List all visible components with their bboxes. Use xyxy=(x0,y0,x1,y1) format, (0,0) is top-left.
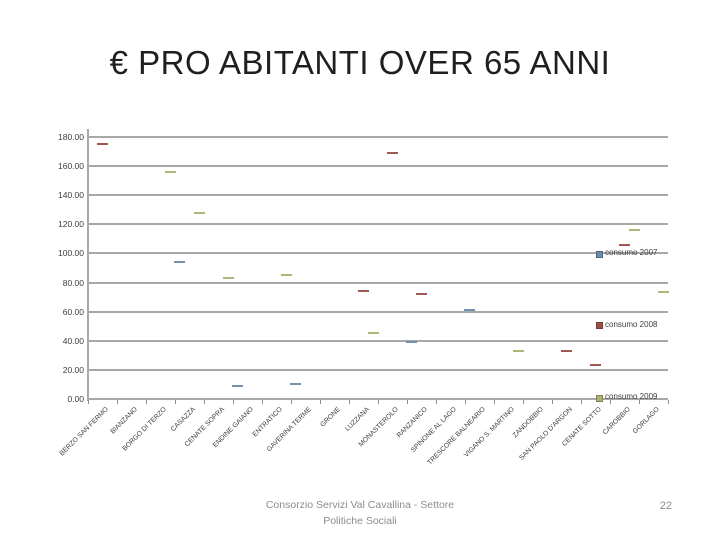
footer-line1: Consorzio Servizi Val Cavallina - Settor… xyxy=(265,499,455,511)
x-axis-tick xyxy=(523,400,524,404)
x-axis-tick xyxy=(262,400,263,404)
x-axis-tick xyxy=(175,400,176,404)
x-axis-tick xyxy=(465,400,466,404)
data-marker xyxy=(619,243,630,246)
y-axis-label: 180.00 xyxy=(58,132,84,142)
data-marker xyxy=(232,384,244,387)
data-marker xyxy=(561,349,572,352)
x-axis-tick xyxy=(349,400,350,404)
data-marker xyxy=(193,211,205,214)
y-axis-label: 0.00 xyxy=(67,394,84,404)
x-axis-tick xyxy=(436,400,437,404)
data-marker xyxy=(290,382,302,385)
legend-label: consumo 2009 xyxy=(605,392,658,401)
x-axis-tick xyxy=(552,400,553,404)
page-title: € PRO ABITANTI OVER 65 ANNI xyxy=(109,44,611,81)
x-axis-tick xyxy=(204,400,205,404)
y-axis-label: 20.00 xyxy=(62,364,84,375)
data-marker xyxy=(416,293,427,296)
y-axis-line xyxy=(87,129,89,401)
footer: Consorzio Servizi Val Cavallina - Settor… xyxy=(0,497,720,529)
data-marker xyxy=(387,152,398,154)
y-axis-label: 140.00 xyxy=(58,190,84,201)
y-axis-label: 40.00 xyxy=(62,335,84,346)
data-marker xyxy=(628,229,640,232)
y-axis-label: 160.00 xyxy=(58,161,84,172)
data-marker xyxy=(222,277,234,280)
x-axis-tick xyxy=(88,400,89,404)
x-axis-tick xyxy=(146,400,147,404)
data-marker xyxy=(97,142,108,145)
data-marker xyxy=(406,341,418,344)
y-axis-label: 80.00 xyxy=(62,277,84,288)
gridline xyxy=(88,165,668,168)
x-axis-tick xyxy=(494,400,495,404)
x-axis-tick xyxy=(639,400,640,404)
gridline xyxy=(88,398,668,400)
gridline xyxy=(88,310,668,313)
page-number: 22 xyxy=(659,500,672,512)
data-marker xyxy=(657,291,669,294)
y-axis-label: 60.00 xyxy=(62,306,84,317)
gridline xyxy=(88,281,668,284)
gridline xyxy=(88,136,668,138)
data-marker xyxy=(367,331,379,334)
x-axis-tick xyxy=(117,400,118,404)
x-axis-tick xyxy=(233,400,234,404)
data-marker xyxy=(164,170,176,173)
x-axis-tick xyxy=(610,400,611,404)
gridline xyxy=(88,339,668,342)
data-marker xyxy=(512,349,524,352)
data-marker xyxy=(464,309,476,312)
gridline xyxy=(88,194,668,197)
consumption-chart: 180.00 160.00 140.00 120.00 100.00 80.00 60.00… xyxy=(0,120,720,480)
legend-marker-2007 xyxy=(596,250,603,258)
gridline xyxy=(88,223,668,226)
x-axis-tick xyxy=(378,400,379,404)
x-axis-tick xyxy=(291,400,292,404)
x-axis-tick xyxy=(320,400,321,404)
gridline xyxy=(88,368,668,371)
gridline xyxy=(88,252,668,255)
x-axis-tick xyxy=(407,400,408,404)
legend-label: consumo 2007 xyxy=(605,248,658,257)
x-axis-tick xyxy=(581,400,582,404)
legend-label: consumo 2008 xyxy=(605,319,658,329)
legend-marker-2008 xyxy=(596,322,603,329)
y-axis-label: 120.00 xyxy=(58,219,84,230)
data-marker xyxy=(280,274,292,277)
legend-marker-2009 xyxy=(596,394,603,402)
data-marker xyxy=(590,363,601,366)
x-axis-tick xyxy=(668,400,669,404)
footer-line2: Politiche Sociali xyxy=(323,515,397,527)
y-axis-label: 100.00 xyxy=(58,248,84,259)
data-marker xyxy=(358,290,369,293)
data-marker xyxy=(174,261,186,264)
